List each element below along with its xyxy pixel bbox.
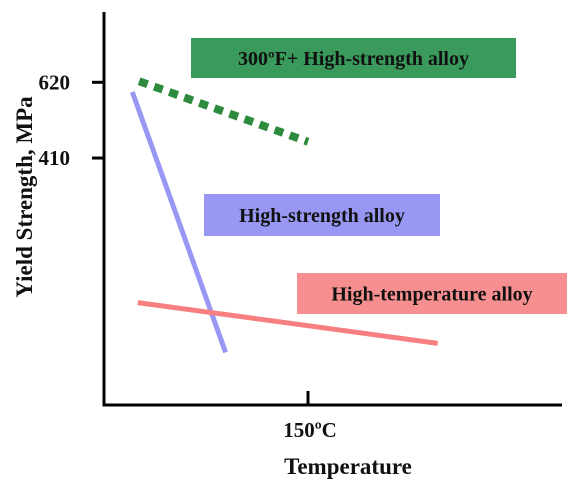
series-lines — [130, 77, 439, 354]
series-label-box-2 — [297, 273, 567, 314]
series-line-1 — [130, 91, 228, 354]
series-label-box-0 — [191, 38, 516, 78]
series-label-2: High-temperature alloy — [331, 284, 532, 306]
series-label-backgrounds — [191, 38, 567, 314]
y-axis-title: Yield Strength, MPa — [12, 96, 37, 298]
x-tick-label-0: 150ºC — [283, 418, 337, 442]
x-axis-title: Temperature — [284, 454, 412, 479]
y-tick-label-1: 620 — [39, 70, 71, 94]
series-label-0: 300ºF+ High-strength alloy — [238, 48, 469, 70]
axes — [102, 12, 562, 407]
axis-ticks: 410 620 150ºC — [39, 70, 337, 442]
series-label-box-1 — [204, 194, 440, 236]
series-label-1: High-strength alloy — [239, 205, 405, 227]
y-tick-label-0: 410 — [39, 146, 71, 170]
series-line-2 — [137, 300, 439, 346]
series-line-0 — [137, 77, 310, 146]
series-labels: 300ºF+ High-strength alloy High-strength … — [238, 48, 533, 306]
